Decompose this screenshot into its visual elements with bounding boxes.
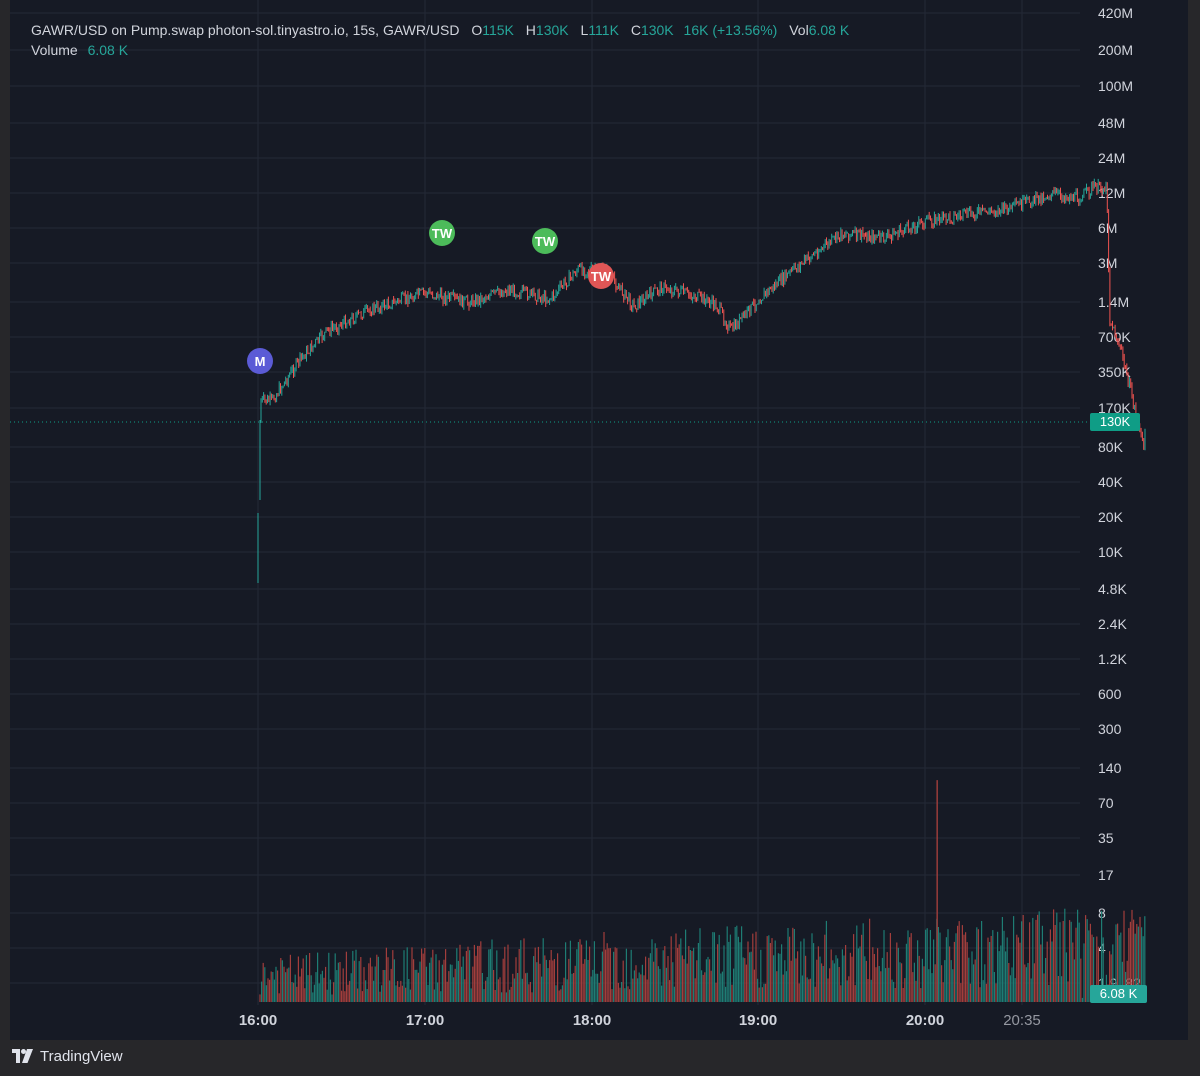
legend-row-price: GAWR/USD on Pump.swap photon-sol.tinyast…	[31, 20, 849, 40]
event-marker-label: TW	[432, 226, 453, 241]
high-label: H	[525, 22, 536, 38]
price-axis-label: 300	[1098, 721, 1122, 737]
chart-canvas[interactable]: 420M200M100M48M24M12M6M3M1.4M700K350K170…	[10, 0, 1188, 1040]
price-axis-label: 6M	[1098, 220, 1117, 236]
price-axis-label: 350K	[1098, 364, 1131, 380]
price-axis-label: 80K	[1098, 439, 1124, 455]
event-marker	[247, 348, 273, 374]
event-marker	[429, 220, 455, 246]
event-marker	[588, 263, 614, 289]
brand-name: TradingView	[40, 1047, 123, 1065]
change-value: 16K (+13.56%)	[683, 22, 778, 38]
volume-label[interactable]: Volume	[31, 42, 78, 58]
tradingview-logo-icon	[12, 1049, 33, 1063]
time-axis-label: 19:00	[739, 1012, 777, 1029]
volume-axis-label: 140	[1098, 760, 1122, 776]
price-axis-label: 10K	[1098, 544, 1124, 560]
vol-value: 6.08 K	[808, 22, 850, 38]
price-axis-label: 1.2K	[1098, 651, 1127, 667]
volume-axis-label: 17	[1098, 867, 1114, 883]
high-value: 130K	[535, 22, 569, 38]
volume-badge: 6.08 K	[1090, 985, 1147, 1003]
time-axis-label: 16:00	[239, 1012, 277, 1029]
close-label: C	[630, 22, 641, 38]
time-axis-label: 20:35	[1003, 1012, 1041, 1029]
close-value: 130K	[640, 22, 674, 38]
event-marker-label: TW	[591, 269, 612, 284]
price-axis-label: 600	[1098, 686, 1122, 702]
price-axis-label: 4.8K	[1098, 581, 1127, 597]
time-axis-label: 20:00	[906, 1012, 944, 1029]
price-badge: 130K	[1090, 413, 1140, 431]
price-axis-label: 48M	[1098, 115, 1125, 131]
volume-axis-label: 35	[1098, 830, 1114, 846]
chart-legend: GAWR/USD on Pump.swap photon-sol.tinyast…	[31, 20, 849, 60]
open-label: O	[471, 22, 483, 38]
price-axis-label: 20K	[1098, 509, 1124, 525]
price-axis-label: 3M	[1098, 255, 1117, 271]
volume-axis-label: 70	[1098, 795, 1114, 811]
symbol-title[interactable]: GAWR/USD on Pump.swap photon-sol.tinyast…	[31, 22, 460, 38]
time-axis-label: 17:00	[406, 1012, 444, 1029]
price-axis-label: 420M	[1098, 5, 1133, 21]
vol-label: Vol	[789, 22, 809, 38]
price-axis-label: 100M	[1098, 78, 1133, 94]
low-value: 111K	[588, 22, 619, 38]
open-value: 115K	[482, 22, 514, 38]
price-axis-label: 170K	[1098, 400, 1131, 416]
time-axis-label: 18:00	[573, 1012, 611, 1029]
legend-row-volume: Volume 6.08 K	[31, 40, 849, 60]
price-axis-label: 200M	[1098, 42, 1133, 58]
event-marker	[532, 228, 558, 254]
event-marker-label: TW	[535, 234, 556, 249]
price-axis-label: 24M	[1098, 150, 1125, 166]
volume-value: 6.08 K	[87, 42, 129, 58]
low-label: L	[580, 22, 589, 38]
chart-frame: 420M 200M 100M 48M 24M 12M 6M 3M 1.4M 700K 350K 170…	[10, 0, 1188, 1040]
price-axis-label: 2.4K	[1098, 616, 1127, 632]
event-marker-label: M	[255, 354, 266, 369]
price-axis-label: 1.4M	[1098, 294, 1129, 310]
price-axis-label: 40K	[1098, 474, 1124, 490]
tradingview-footer[interactable]: TradingView	[12, 1044, 123, 1068]
